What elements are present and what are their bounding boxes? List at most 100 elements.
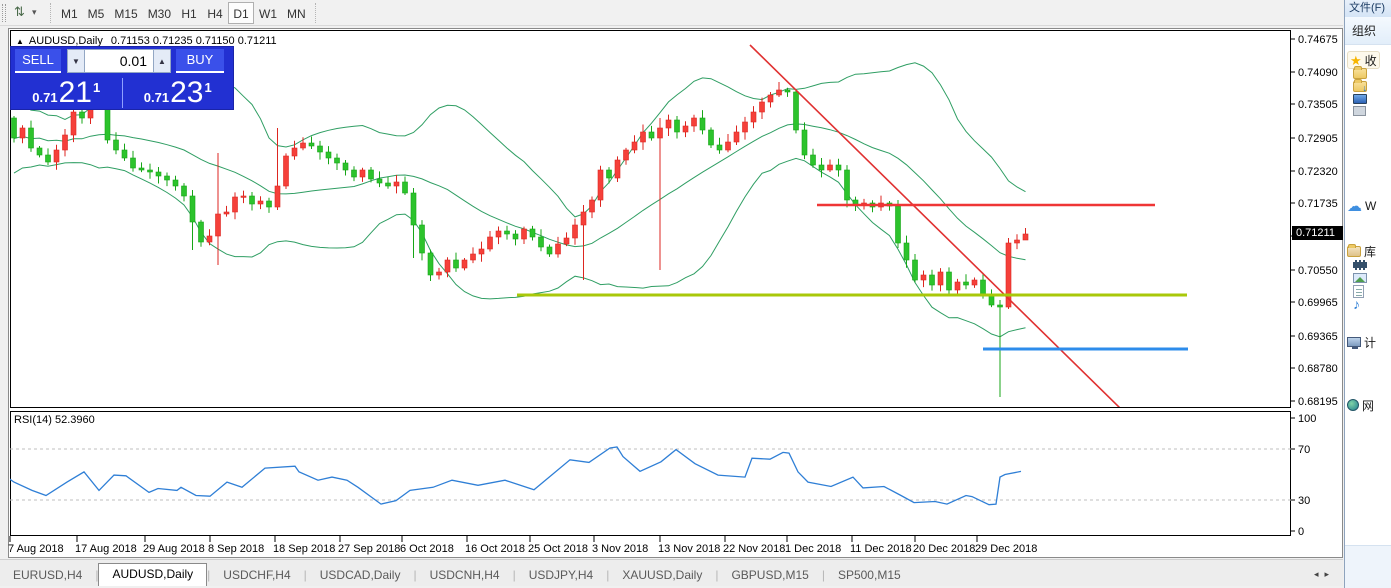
candle[interactable]	[784, 89, 791, 93]
candle[interactable]	[954, 281, 961, 291]
candle[interactable]	[419, 224, 425, 254]
buy-button[interactable]: BUY	[176, 49, 224, 73]
candle[interactable]	[631, 141, 638, 151]
candle[interactable]	[393, 181, 400, 187]
explorer-organize-button[interactable]: 组织	[1345, 17, 1391, 45]
sell-button[interactable]: SELL	[15, 49, 61, 73]
chart-tab-sp500-m15[interactable]: SP500,M15	[837, 568, 901, 582]
explorer-item-cloud[interactable]: ☁ W	[1347, 197, 1376, 215]
candle[interactable]	[461, 259, 468, 269]
candle[interactable]	[19, 127, 26, 139]
candle[interactable]	[402, 181, 408, 194]
candle[interactable]	[657, 127, 663, 139]
candle[interactable]	[708, 129, 714, 146]
explorer-file-menu[interactable]: 文件(F)	[1345, 0, 1391, 17]
candle[interactable]	[206, 235, 213, 243]
chart-tab-usdcnh-h4[interactable]: USDCNH,H4	[429, 568, 500, 582]
candle[interactable]	[444, 259, 451, 273]
explorer-item-download-folder[interactable]	[1353, 77, 1367, 95]
candle[interactable]	[606, 169, 612, 179]
candle[interactable]	[759, 101, 765, 113]
candle[interactable]	[750, 111, 757, 123]
candle[interactable]	[274, 185, 281, 208]
candle[interactable]	[529, 228, 536, 238]
candle[interactable]	[453, 259, 459, 269]
candle[interactable]	[623, 149, 629, 161]
candle[interactable]	[716, 144, 723, 151]
candle[interactable]	[215, 213, 221, 237]
candle[interactable]	[283, 155, 289, 187]
candle[interactable]	[674, 119, 680, 133]
candle[interactable]	[113, 139, 119, 151]
candle[interactable]	[1014, 239, 1020, 244]
candle[interactable]	[937, 271, 944, 286]
explorer-item-music[interactable]: ♪	[1353, 295, 1360, 313]
candle[interactable]	[232, 196, 238, 213]
explorer-item-star[interactable]: ★ 收	[1347, 51, 1380, 69]
candle[interactable]	[521, 228, 527, 240]
volume-increase-button[interactable]: ▲	[153, 49, 171, 73]
candle[interactable]	[793, 91, 799, 131]
candle[interactable]	[980, 279, 986, 296]
candle[interactable]	[512, 233, 519, 240]
candle[interactable]	[359, 169, 366, 178]
candle[interactable]	[266, 200, 272, 208]
candle[interactable]	[580, 211, 587, 226]
candle[interactable]	[818, 164, 825, 171]
candle[interactable]	[342, 162, 349, 171]
candle[interactable]	[291, 147, 298, 157]
chart-tab-audusd-daily[interactable]: AUDUSD,Daily	[98, 563, 208, 586]
candle[interactable]	[827, 164, 833, 171]
candle[interactable]	[946, 271, 952, 291]
explorer-item-libraries[interactable]: 库	[1347, 242, 1376, 260]
candle[interactable]	[28, 127, 34, 149]
candle[interactable]	[478, 248, 485, 255]
candle[interactable]	[427, 252, 434, 276]
candle[interactable]	[895, 205, 901, 244]
candle[interactable]	[776, 89, 782, 96]
candle[interactable]	[1022, 233, 1029, 241]
candle[interactable]	[470, 253, 476, 261]
candle[interactable]	[555, 243, 561, 255]
candle[interactable]	[189, 195, 196, 223]
candle[interactable]	[682, 125, 689, 133]
candle[interactable]	[317, 145, 323, 153]
candle[interactable]	[487, 236, 493, 250]
candle[interactable]	[640, 131, 646, 143]
candle[interactable]	[572, 224, 578, 239]
candle[interactable]	[70, 111, 77, 136]
candle[interactable]	[725, 141, 731, 151]
timeframe-button-d1[interactable]: D1	[228, 2, 255, 24]
price-chart[interactable]: 0.746750.740900.735050.729050.723200.717…	[8, 28, 1343, 558]
candle[interactable]	[138, 167, 145, 171]
timeframe-button-mn[interactable]: MN	[287, 7, 306, 21]
volume-decrease-button[interactable]: ▼	[67, 49, 85, 73]
candle[interactable]	[45, 154, 51, 163]
candle[interactable]	[240, 195, 247, 198]
candle[interactable]	[597, 169, 604, 201]
candle[interactable]	[36, 147, 43, 156]
candle[interactable]	[172, 179, 179, 187]
explorer-item-desktop[interactable]	[1353, 90, 1367, 108]
candle[interactable]	[368, 169, 374, 180]
explorer-item-video[interactable]	[1353, 256, 1367, 274]
candle[interactable]	[257, 200, 264, 205]
timeframe-button-m15[interactable]: M15	[114, 7, 138, 21]
chart-tab-gbpusd-m15[interactable]: GBPUSD,M15	[731, 568, 809, 582]
candle[interactable]	[614, 159, 621, 179]
candle[interactable]	[130, 157, 136, 169]
tab-scroll-arrows[interactable]: ◂▸	[1313, 569, 1335, 579]
explorer-item-pictures[interactable]	[1353, 269, 1367, 287]
candle[interactable]	[1005, 242, 1012, 308]
candle[interactable]	[920, 274, 927, 281]
candle[interactable]	[997, 304, 1003, 308]
candle[interactable]	[410, 192, 417, 226]
candle[interactable]	[929, 274, 935, 286]
candle[interactable]	[801, 129, 808, 156]
candle[interactable]	[181, 185, 187, 197]
candle[interactable]	[155, 171, 162, 177]
candle[interactable]	[538, 236, 544, 248]
candle[interactable]	[121, 149, 128, 159]
candle[interactable]	[691, 117, 697, 127]
timeframe-button-h4[interactable]: H4	[207, 7, 223, 21]
